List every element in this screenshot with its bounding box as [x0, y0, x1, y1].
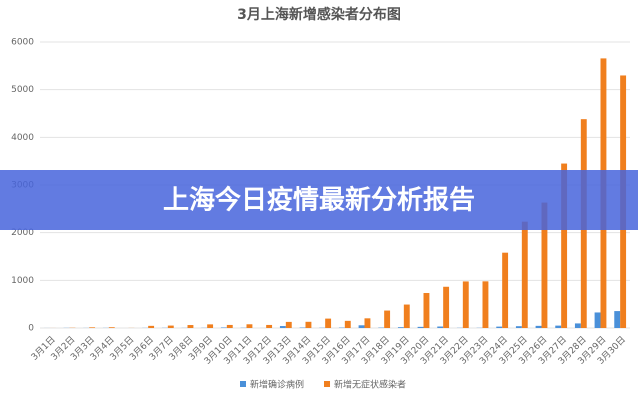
bar [462, 281, 469, 328]
legend-swatch [240, 381, 246, 387]
bar [108, 327, 115, 328]
legend-label: 新增确诊病例 [250, 379, 304, 391]
bar [167, 325, 174, 328]
bar [344, 320, 351, 328]
bar [541, 202, 548, 328]
y-tick-label: 2000 [11, 228, 34, 238]
bar [403, 304, 410, 328]
bar [207, 324, 214, 328]
bar [614, 311, 621, 328]
y-tick-label: 6000 [11, 38, 34, 48]
bar [226, 324, 233, 328]
bar [220, 327, 227, 328]
bar [535, 325, 542, 328]
bar [384, 310, 391, 328]
bar [364, 318, 371, 328]
bar [521, 221, 528, 328]
bar [266, 324, 273, 328]
legend-label: 新增无症状感染者 [334, 379, 406, 391]
bar [358, 325, 365, 328]
bar [285, 321, 292, 328]
bar [417, 326, 424, 328]
bar [246, 324, 253, 328]
bar [397, 327, 404, 328]
bar [187, 325, 194, 328]
y-tick-label: 1000 [11, 276, 34, 286]
bar [594, 312, 601, 328]
y-tick-label: 0 [28, 324, 34, 334]
bar [423, 293, 430, 328]
bar [482, 281, 489, 328]
banner-title: 上海今日疫情最新分析报告 [163, 185, 475, 216]
legend-swatch [324, 381, 331, 387]
bar [502, 252, 509, 328]
bar [148, 325, 155, 328]
bar [89, 327, 96, 328]
bar [437, 326, 444, 328]
bar [305, 321, 312, 328]
banner [0, 170, 638, 230]
bar [443, 286, 450, 328]
y-tick-label: 4000 [11, 133, 34, 143]
bar [561, 163, 568, 328]
bar [325, 318, 332, 328]
bar [515, 326, 522, 328]
y-tick-label: 5000 [11, 85, 34, 95]
bar [279, 326, 286, 328]
bar [496, 326, 503, 328]
bar [574, 323, 581, 328]
bar [555, 325, 562, 328]
chart-title: 3月上海新增感染者分布图 [237, 6, 401, 23]
